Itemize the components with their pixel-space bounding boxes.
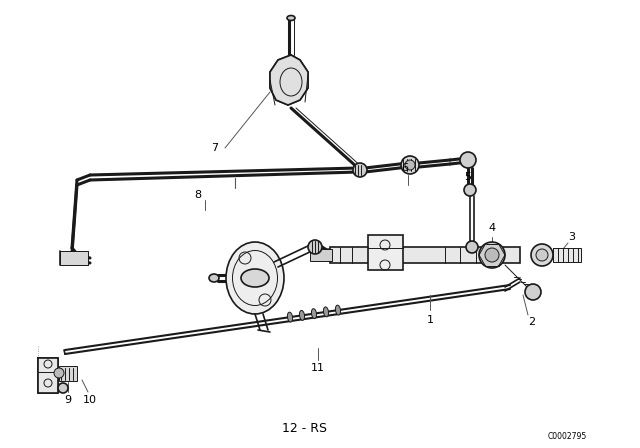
Text: 10: 10 bbox=[83, 395, 97, 405]
Text: 4: 4 bbox=[488, 223, 495, 233]
Circle shape bbox=[479, 242, 505, 268]
Text: 6: 6 bbox=[401, 163, 408, 173]
Circle shape bbox=[353, 163, 367, 177]
Ellipse shape bbox=[226, 242, 284, 314]
Circle shape bbox=[536, 249, 548, 261]
Circle shape bbox=[460, 152, 476, 168]
Polygon shape bbox=[38, 358, 58, 393]
Bar bbox=[553, 248, 581, 262]
Bar bbox=[368, 235, 403, 270]
Circle shape bbox=[466, 241, 478, 253]
Ellipse shape bbox=[209, 274, 219, 282]
Circle shape bbox=[54, 368, 64, 378]
Text: C0002795: C0002795 bbox=[547, 431, 587, 440]
Text: 12 - RS: 12 - RS bbox=[282, 422, 328, 435]
Text: 7: 7 bbox=[211, 143, 219, 153]
Text: 5: 5 bbox=[465, 172, 472, 182]
Circle shape bbox=[464, 184, 476, 196]
Circle shape bbox=[308, 240, 322, 254]
Circle shape bbox=[531, 244, 553, 266]
Ellipse shape bbox=[241, 269, 269, 287]
Text: 9: 9 bbox=[65, 395, 72, 405]
Text: 2: 2 bbox=[529, 317, 536, 327]
Ellipse shape bbox=[323, 307, 328, 317]
Text: 1: 1 bbox=[426, 315, 433, 325]
Circle shape bbox=[525, 284, 541, 300]
Ellipse shape bbox=[335, 305, 340, 315]
Bar bbox=[59, 366, 77, 381]
Text: 3: 3 bbox=[568, 232, 575, 242]
Circle shape bbox=[58, 383, 68, 393]
Ellipse shape bbox=[287, 312, 292, 322]
Circle shape bbox=[401, 156, 419, 174]
Bar bbox=[330, 247, 520, 263]
Polygon shape bbox=[270, 55, 308, 105]
Ellipse shape bbox=[287, 16, 295, 21]
Circle shape bbox=[405, 160, 415, 170]
Text: 8: 8 bbox=[195, 190, 202, 200]
Bar bbox=[310, 249, 332, 261]
Ellipse shape bbox=[312, 309, 317, 319]
Circle shape bbox=[485, 248, 499, 262]
Text: 11: 11 bbox=[311, 363, 325, 373]
Bar bbox=[60, 251, 88, 265]
Ellipse shape bbox=[300, 310, 305, 320]
